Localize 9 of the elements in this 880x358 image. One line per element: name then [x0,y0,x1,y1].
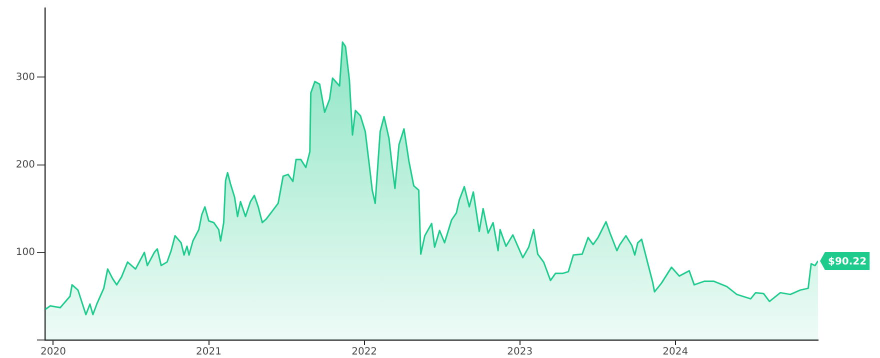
x-tick-label: 2020 [40,346,66,358]
x-tick-label: 2021 [196,346,222,358]
x-tick-label: 2024 [662,346,688,358]
x-tick-label: 2023 [507,346,533,358]
y-tick-label: 100 [16,246,35,258]
y-tick-label: 200 [16,159,35,170]
x-tick-label: 2022 [352,346,378,358]
y-tick-label: 300 [16,72,35,83]
annotation: $90.22 [828,256,867,268]
